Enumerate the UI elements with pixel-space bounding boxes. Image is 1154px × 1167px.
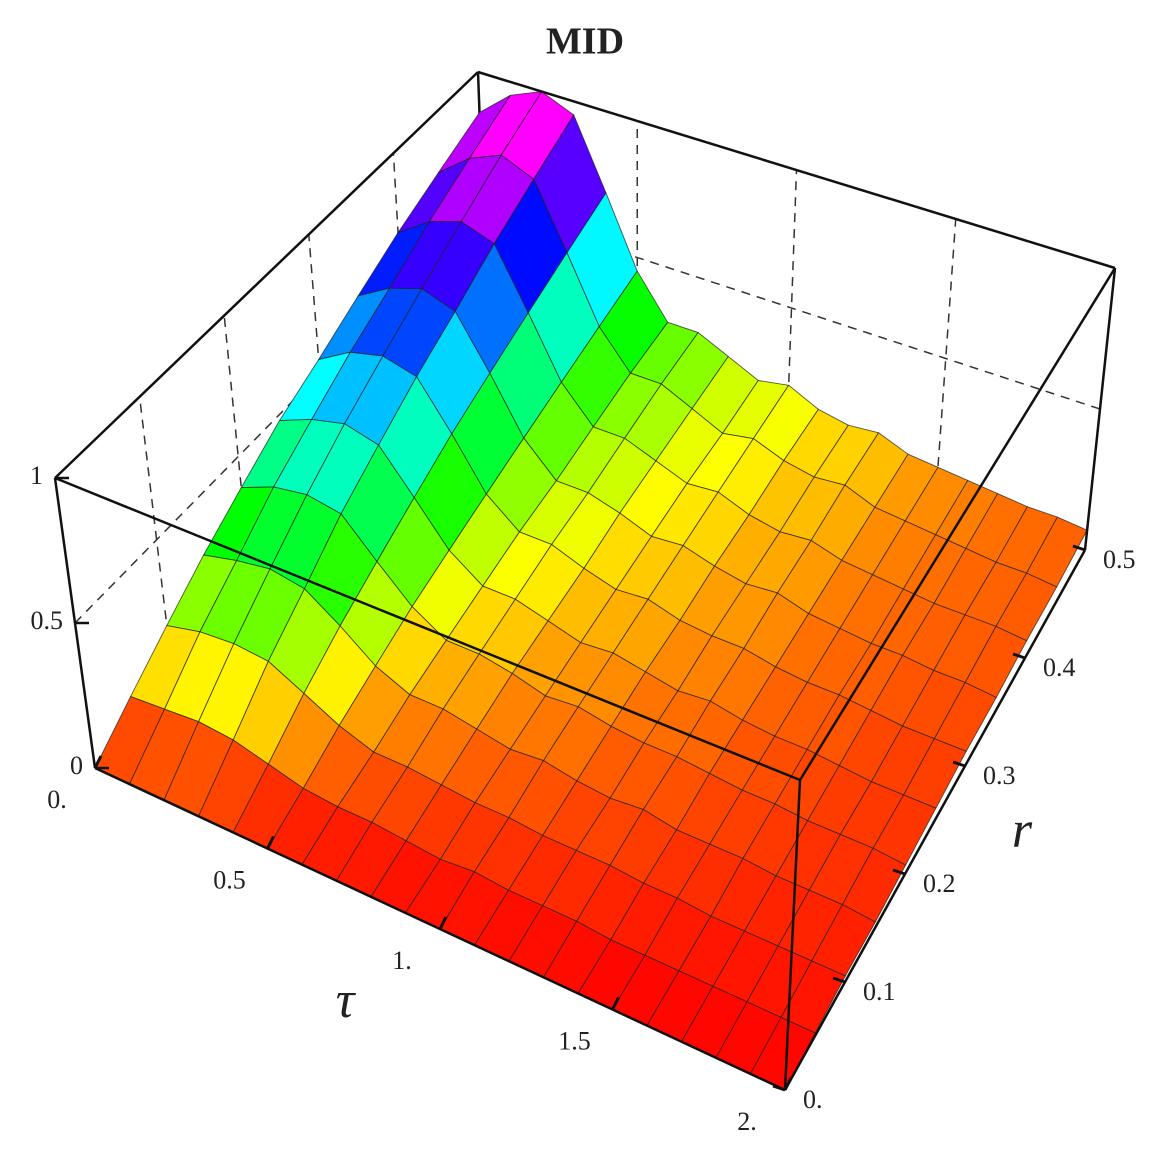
tick-mark <box>1012 652 1026 660</box>
tick-mark <box>93 755 103 769</box>
tick-mark <box>832 976 846 984</box>
grid-line <box>785 169 798 447</box>
grid-line <box>392 153 411 428</box>
tick-mark <box>1072 544 1086 552</box>
x-tick-label: 2. <box>737 1107 757 1136</box>
grid-line <box>308 234 332 513</box>
tick-mark <box>783 1077 793 1091</box>
tick-mark <box>952 760 966 768</box>
tick-mark <box>892 868 906 876</box>
box-edge <box>1083 267 1117 551</box>
box-edge <box>477 70 1116 270</box>
z-tick-label: 0 <box>70 751 83 780</box>
y-axis-label: r <box>1012 802 1033 859</box>
y-tick-label: 0.3 <box>983 761 1016 790</box>
box-edge <box>54 71 479 479</box>
box-edge <box>783 779 802 1091</box>
box-edge <box>798 267 1117 781</box>
chart-title: MID <box>546 21 624 63</box>
y-tick-label: 0.4 <box>1043 653 1076 682</box>
x-tick-label: 0.5 <box>213 865 246 894</box>
y-tick-label: 0. <box>803 1085 823 1114</box>
y-tick-label: 0.1 <box>863 977 896 1006</box>
y-tick-label: 0.2 <box>923 869 956 898</box>
x-tick-label: 1.5 <box>558 1026 591 1055</box>
tick-mark <box>438 916 448 930</box>
x-tick-label: 0. <box>47 785 67 814</box>
y-tick-label: 0.5 <box>1103 545 1136 574</box>
box-edge <box>54 476 801 782</box>
z-tick-label: 0.5 <box>31 606 64 635</box>
grid-line <box>482 206 1101 410</box>
x-tick-label: 1. <box>392 946 412 975</box>
tick-mark <box>266 835 275 850</box>
box-edge <box>783 549 1087 1091</box>
x-axis-label: τ <box>336 972 357 1029</box>
z-tick-label: 1 <box>30 461 43 490</box>
tick-mark <box>772 1084 786 1092</box>
tick-mark <box>611 996 620 1011</box>
